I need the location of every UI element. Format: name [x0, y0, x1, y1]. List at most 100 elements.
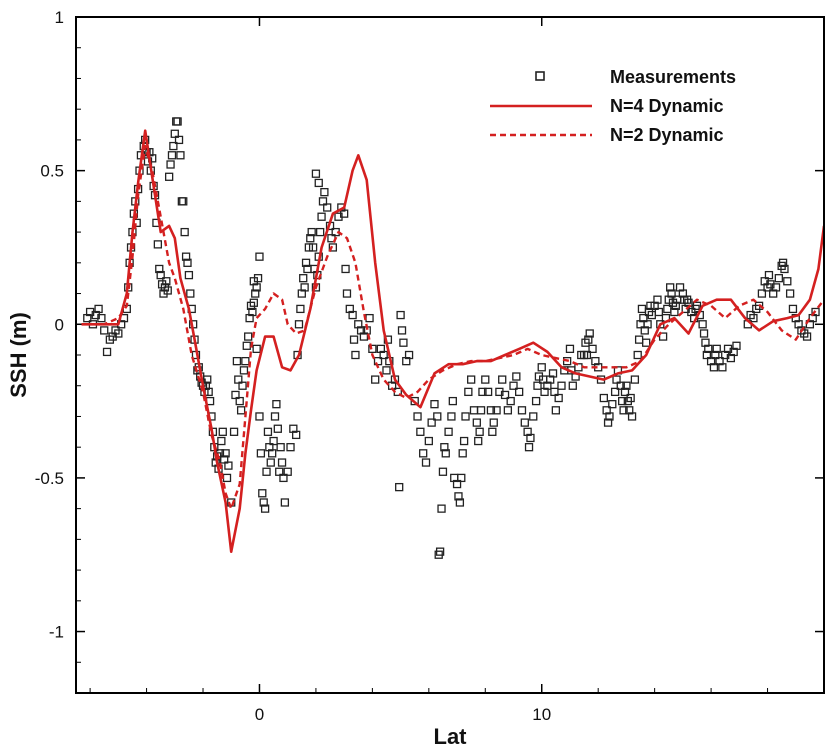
measurement-point: [169, 141, 178, 151]
measurement-point: [83, 313, 92, 323]
measurement-point: [217, 436, 226, 446]
measurement-point: [301, 258, 311, 267]
measurement-point: [238, 381, 247, 390]
measurement-point: [783, 277, 792, 286]
measurement-point: [94, 304, 103, 314]
measurement-point: [774, 274, 783, 283]
measurement-point: [778, 258, 788, 267]
measurement-point: [286, 443, 295, 452]
measurement-point: [255, 252, 264, 261]
measurement-point: [328, 243, 338, 252]
measurement-point: [100, 326, 109, 335]
measurement-point: [174, 135, 184, 145]
measurement-point: [599, 393, 608, 403]
measurement-point: [224, 461, 233, 470]
measurement-point: [266, 458, 275, 467]
measurement-point: [444, 427, 453, 436]
measurement-point: [236, 406, 246, 415]
x-tick-label: 0: [255, 705, 264, 724]
measurement-point: [440, 443, 449, 452]
measurement-point: [244, 332, 253, 341]
measurement-point: [277, 458, 287, 467]
measurement-point: [764, 270, 774, 280]
measurement-point: [640, 326, 649, 335]
measurement-point: [397, 326, 407, 335]
measurement-point: [258, 489, 267, 498]
measurement-point: [248, 307, 257, 317]
measurement-point: [500, 390, 510, 400]
measurement-point: [356, 326, 366, 335]
series-line-n4-dynamic: [81, 129, 824, 553]
measurement-point: [348, 310, 357, 320]
measurement-point: [517, 406, 527, 415]
measurement-point: [153, 240, 163, 249]
y-tick-label: 1: [55, 8, 64, 27]
measurement-point: [483, 387, 493, 397]
measurement-point: [512, 372, 521, 381]
measurement-point: [612, 375, 621, 384]
measurement-point: [642, 338, 651, 347]
measurement-point: [222, 473, 232, 483]
measurement-point: [622, 381, 631, 390]
measurement-point: [259, 498, 268, 507]
measurement-point: [726, 353, 736, 363]
measurement-point: [515, 387, 524, 397]
measurement-point: [769, 289, 778, 298]
plot-frame: [75, 16, 825, 694]
measurement-point: [811, 307, 820, 317]
measurement-point: [292, 430, 301, 440]
measurement-point: [167, 151, 177, 160]
measurement-point: [419, 449, 428, 458]
measurement-point: [395, 482, 404, 492]
measurement-point: [304, 243, 314, 252]
measurement-point: [704, 344, 713, 354]
measurement-point: [464, 387, 473, 397]
measurement-point: [550, 387, 559, 397]
measurement-point: [457, 473, 466, 483]
measurement-point: [368, 344, 377, 354]
measurement-point: [554, 393, 563, 403]
measurement-point: [231, 390, 240, 400]
measurement-point: [317, 212, 326, 221]
measurement-point: [314, 178, 323, 188]
measurement-point: [610, 387, 620, 397]
measurement-point: [732, 341, 741, 350]
measurement-point: [263, 427, 273, 436]
measurement-point: [270, 412, 280, 421]
measurement-point: [251, 289, 260, 298]
measurement-point: [582, 350, 592, 360]
measurement-point: [424, 436, 433, 446]
measurement-point: [605, 412, 614, 421]
measurement-point: [447, 412, 456, 421]
measurement-point: [396, 310, 405, 320]
measurement-point: [272, 400, 281, 409]
measurement-point: [297, 289, 306, 298]
measurement-point: [654, 307, 664, 317]
measurement-point: [365, 313, 374, 323]
measurement-point: [448, 396, 457, 406]
measurement-point: [488, 427, 497, 436]
measurement-point: [675, 283, 685, 292]
measurement-point: [630, 375, 640, 384]
measurement-point: [289, 424, 298, 433]
measurement-point: [265, 443, 274, 452]
measurement-point: [162, 277, 171, 286]
measurement-point: [427, 418, 436, 427]
measurement-point: [506, 396, 515, 406]
measurement-point: [706, 356, 716, 366]
measurement-point: [249, 298, 258, 307]
measurement-point: [255, 412, 264, 421]
measurement-point: [316, 227, 325, 237]
measurement-point: [294, 320, 304, 329]
measurement-point: [163, 286, 172, 295]
measurement-point: [531, 396, 541, 406]
measurement-point: [540, 387, 549, 397]
measurement-point: [239, 366, 249, 375]
plot-area: [81, 117, 824, 559]
measurement-point: [785, 289, 795, 298]
measurement-point: [176, 151, 185, 160]
measurement-point: [371, 375, 380, 384]
measurement-point: [180, 227, 189, 237]
measurement-point: [252, 283, 261, 292]
